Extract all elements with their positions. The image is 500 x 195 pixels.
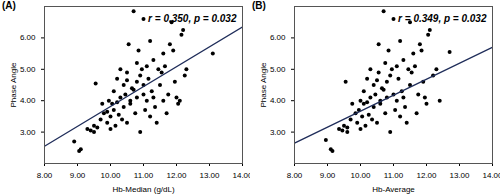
- svg-text:14.00: 14.00: [232, 171, 250, 180]
- svg-text:r = 0.349, p = 0.032: r = 0.349, p = 0.032: [398, 13, 487, 24]
- svg-text:8.00: 8.00: [37, 171, 53, 180]
- svg-text:14.00: 14.00: [482, 171, 500, 180]
- svg-text:6.00: 6.00: [20, 33, 36, 42]
- svg-text:3.00: 3.00: [270, 128, 286, 137]
- svg-text:3.00: 3.00: [20, 128, 36, 137]
- svg-text:13.00: 13.00: [199, 171, 220, 180]
- svg-text:4.00: 4.00: [270, 96, 286, 105]
- html-text:(B): (B): [252, 0, 266, 11]
- svg-text:5.00: 5.00: [20, 65, 36, 74]
- svg-text:13.00: 13.00: [449, 171, 470, 180]
- svg-text:Hb-Average: Hb-Average: [372, 185, 415, 194]
- svg-text:8.00: 8.00: [287, 171, 303, 180]
- svg-text:r = 0.350, p = 0.032: r = 0.350, p = 0.032: [148, 13, 237, 24]
- svg-text:Phase Angle: Phase Angle: [259, 62, 268, 107]
- svg-text:Phase Angle: Phase Angle: [9, 62, 18, 107]
- svg-text:Hb-Median (g/dL): Hb-Median (g/dL): [112, 185, 175, 194]
- svg-text:11.00: 11.00: [384, 171, 404, 180]
- svg-text:12.00: 12.00: [166, 171, 187, 180]
- svg-text:4.00: 4.00: [20, 96, 36, 105]
- svg-text:12.00: 12.00: [416, 171, 437, 180]
- svg-text:11.00: 11.00: [134, 171, 154, 180]
- svg-text:9.00: 9.00: [70, 171, 86, 180]
- svg-text:6.00: 6.00: [270, 33, 286, 42]
- svg-text:10.00: 10.00: [350, 171, 371, 180]
- svg-text:5.00: 5.00: [270, 65, 286, 74]
- html-text:(A): (A): [2, 0, 16, 11]
- svg-text:10.00: 10.00: [100, 171, 121, 180]
- svg-text:9.00: 9.00: [320, 171, 336, 180]
